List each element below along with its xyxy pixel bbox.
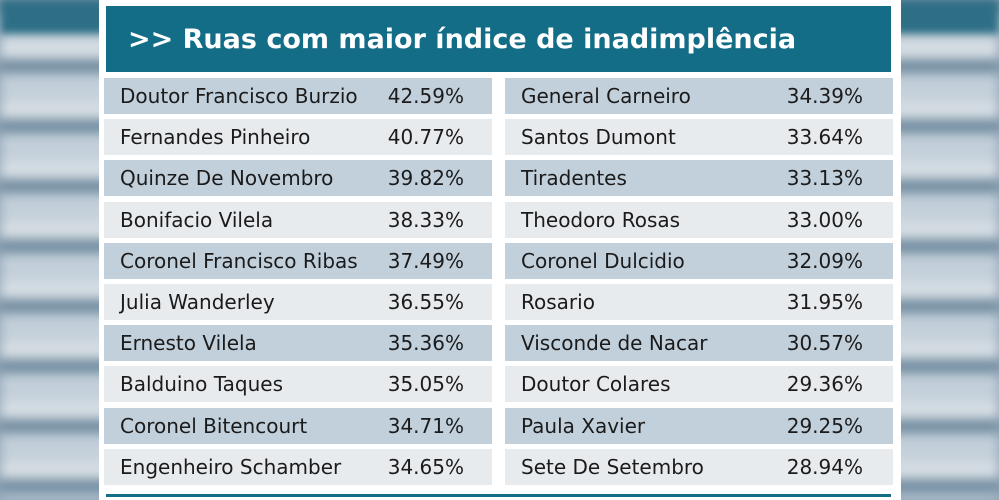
left-column: Doutor Francisco Burzio 42.59% Fernandes… — [104, 78, 492, 490]
street-name: Paula Xavier — [521, 413, 646, 438]
table-row: Theodoro Rosas 33.00% — [505, 201, 893, 238]
header-title: >> Ruas com maior índice de inadimplênci… — [128, 23, 797, 55]
percentage-value: 33.64% — [786, 125, 863, 150]
percentage-value: 31.95% — [786, 289, 863, 314]
percentage-value: 29.25% — [786, 413, 863, 438]
street-name: General Carneiro — [521, 84, 691, 108]
table-row: Bonifacio Vilela 38.33% — [104, 201, 492, 238]
street-name: Rosario — [521, 289, 595, 314]
street-name: Engenheiro Schamber — [120, 454, 342, 479]
percentage-value: 37.49% — [387, 248, 464, 273]
street-name: Coronel Dulcidio — [521, 248, 685, 273]
bottom-divider — [106, 494, 891, 497]
street-name: Visconde de Nacar — [521, 331, 708, 356]
table-row: Tiradentes 33.13% — [505, 160, 893, 197]
percentage-value: 28.94% — [786, 454, 863, 479]
table-row: Visconde de Nacar 30.57% — [505, 325, 893, 362]
percentage-value: 38.33% — [387, 207, 464, 232]
table-row: Fernandes Pinheiro 40.77% — [104, 119, 492, 156]
table-row: Julia Wanderley 36.55% — [104, 283, 492, 320]
street-name: Bonifacio Vilela — [120, 207, 274, 232]
table-row: Paula Xavier 29.25% — [505, 407, 893, 444]
table-row: Santos Dumont 33.64% — [505, 119, 893, 156]
street-name: Julia Wanderley — [120, 289, 275, 314]
percentage-value: 32.09% — [786, 248, 863, 273]
percentage-value: 33.13% — [786, 166, 863, 191]
street-name: Doutor Colares — [521, 372, 671, 397]
table-row: Balduino Taques 35.05% — [104, 366, 492, 403]
percentage-value: 36.55% — [387, 289, 464, 314]
street-name: Coronel Francisco Ribas — [120, 248, 358, 273]
percentage-value: 42.59% — [387, 84, 464, 108]
table-row: Doutor Colares 29.36% — [505, 366, 893, 403]
table-row: Sete De Setembro 28.94% — [505, 448, 893, 485]
street-name: Balduino Taques — [120, 372, 283, 397]
table-row: Coronel Dulcidio 32.09% — [505, 242, 893, 279]
percentage-value: 35.05% — [387, 372, 464, 397]
street-name: Theodoro Rosas — [521, 207, 681, 232]
table-row: Ernesto Vilela 35.36% — [104, 325, 492, 362]
percentage-value: 34.71% — [387, 413, 464, 438]
street-name: Coronel Bitencourt — [120, 413, 308, 438]
percentage-value: 34.65% — [387, 454, 464, 479]
table-row: Doutor Francisco Burzio 42.59% — [104, 78, 492, 114]
street-name: Santos Dumont — [521, 125, 676, 150]
table-row: Coronel Bitencourt 34.71% — [104, 407, 492, 444]
table-row: Rosario 31.95% — [505, 283, 893, 320]
percentage-value: 30.57% — [786, 331, 863, 356]
street-name: Fernandes Pinheiro — [120, 125, 311, 150]
table-row: Engenheiro Schamber 34.65% — [104, 448, 492, 485]
street-name: Sete De Setembro — [521, 454, 704, 479]
table-row: Coronel Francisco Ribas 37.49% — [104, 242, 492, 279]
header-banner: >> Ruas com maior índice de inadimplênci… — [106, 6, 891, 72]
right-column: General Carneiro 34.39% Santos Dumont 33… — [505, 78, 893, 490]
percentage-value: 40.77% — [387, 125, 464, 150]
street-name: Doutor Francisco Burzio — [120, 84, 358, 108]
street-name: Ernesto Vilela — [120, 331, 257, 356]
percentage-value: 39.82% — [387, 166, 464, 191]
percentage-value: 33.00% — [786, 207, 863, 232]
table-row: General Carneiro 34.39% — [505, 78, 893, 114]
percentage-value: 35.36% — [387, 331, 464, 356]
street-name: Tiradentes — [521, 166, 627, 191]
percentage-value: 29.36% — [786, 372, 863, 397]
table-row: Quinze De Novembro 39.82% — [104, 160, 492, 197]
street-name: Quinze De Novembro — [120, 166, 334, 191]
percentage-value: 34.39% — [786, 84, 863, 108]
infographic-card: >> Ruas com maior índice de inadimplênci… — [99, 0, 901, 500]
